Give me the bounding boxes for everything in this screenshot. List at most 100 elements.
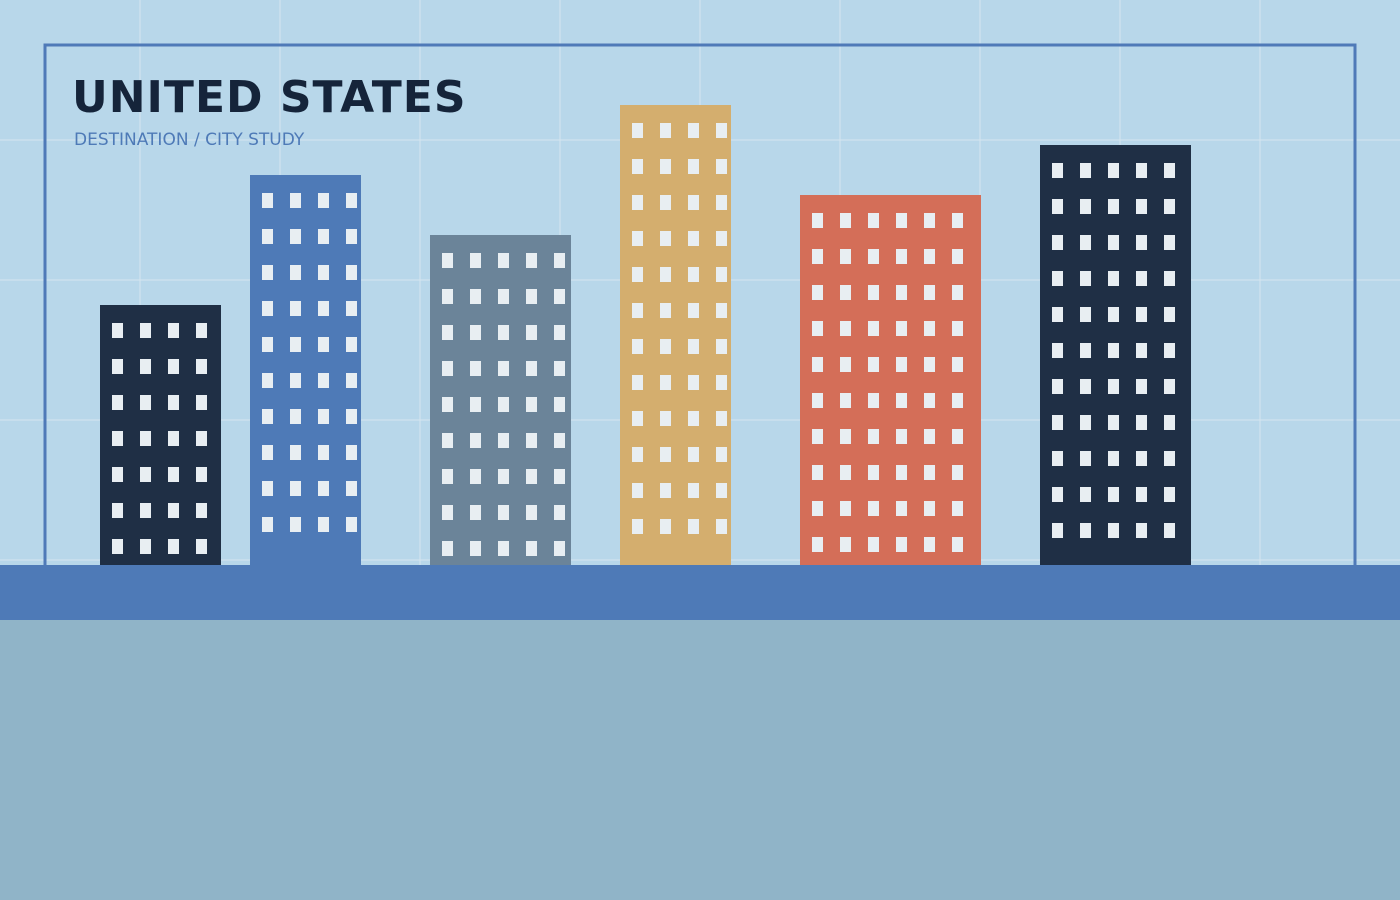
window — [262, 517, 273, 532]
window — [812, 213, 823, 228]
window — [632, 411, 643, 426]
window — [840, 465, 851, 480]
window — [660, 483, 671, 498]
window — [1080, 343, 1091, 358]
window — [290, 301, 301, 316]
window — [140, 431, 151, 446]
window — [1164, 523, 1175, 538]
window — [952, 393, 963, 408]
window — [660, 519, 671, 534]
window — [812, 285, 823, 300]
window — [924, 357, 935, 372]
building — [800, 195, 981, 566]
window — [112, 539, 123, 554]
window — [952, 285, 963, 300]
window — [1052, 379, 1063, 394]
window — [526, 361, 537, 376]
window — [168, 323, 179, 338]
window — [1052, 307, 1063, 322]
window — [632, 267, 643, 282]
window — [470, 469, 481, 484]
window — [442, 289, 453, 304]
window — [554, 289, 565, 304]
window — [290, 373, 301, 388]
window — [1108, 343, 1119, 358]
window — [1080, 415, 1091, 430]
window — [840, 249, 851, 264]
window — [896, 465, 907, 480]
window — [318, 445, 329, 460]
window — [896, 249, 907, 264]
window — [952, 501, 963, 516]
window — [318, 517, 329, 532]
window — [112, 503, 123, 518]
window — [1052, 343, 1063, 358]
window — [716, 303, 727, 318]
window — [716, 339, 727, 354]
window — [262, 265, 273, 280]
window — [498, 289, 509, 304]
water — [0, 620, 1400, 900]
window — [140, 467, 151, 482]
window — [632, 303, 643, 318]
window — [112, 323, 123, 338]
window — [346, 517, 357, 532]
window — [1052, 271, 1063, 286]
window — [1108, 307, 1119, 322]
window — [924, 285, 935, 300]
window — [140, 359, 151, 374]
window — [196, 395, 207, 410]
window — [1164, 343, 1175, 358]
window — [660, 195, 671, 210]
window — [1136, 271, 1147, 286]
window — [346, 193, 357, 208]
subtitle: DESTINATION / CITY STUDY — [74, 130, 305, 150]
window — [498, 253, 509, 268]
window — [840, 429, 851, 444]
window — [688, 483, 699, 498]
window — [498, 505, 509, 520]
window — [1080, 451, 1091, 466]
window — [868, 249, 879, 264]
window — [1080, 235, 1091, 250]
window — [1108, 415, 1119, 430]
window — [924, 537, 935, 552]
window — [632, 375, 643, 390]
window — [1164, 307, 1175, 322]
window — [660, 123, 671, 138]
window — [1136, 523, 1147, 538]
window — [140, 539, 151, 554]
window — [168, 503, 179, 518]
window — [632, 231, 643, 246]
window — [470, 253, 481, 268]
window — [1052, 235, 1063, 250]
window — [924, 213, 935, 228]
window — [346, 445, 357, 460]
window — [688, 231, 699, 246]
window — [112, 431, 123, 446]
window — [526, 505, 537, 520]
window — [632, 195, 643, 210]
window — [632, 447, 643, 462]
window — [1108, 163, 1119, 178]
window — [924, 393, 935, 408]
window — [290, 229, 301, 244]
window — [346, 373, 357, 388]
window — [470, 397, 481, 412]
window — [716, 411, 727, 426]
window — [1136, 235, 1147, 250]
window — [526, 469, 537, 484]
window — [554, 253, 565, 268]
window — [1136, 163, 1147, 178]
window — [868, 357, 879, 372]
window — [632, 339, 643, 354]
window — [660, 159, 671, 174]
window — [716, 195, 727, 210]
window — [442, 541, 453, 556]
window — [632, 123, 643, 138]
window — [1108, 451, 1119, 466]
window — [1108, 379, 1119, 394]
window — [840, 357, 851, 372]
window — [470, 325, 481, 340]
